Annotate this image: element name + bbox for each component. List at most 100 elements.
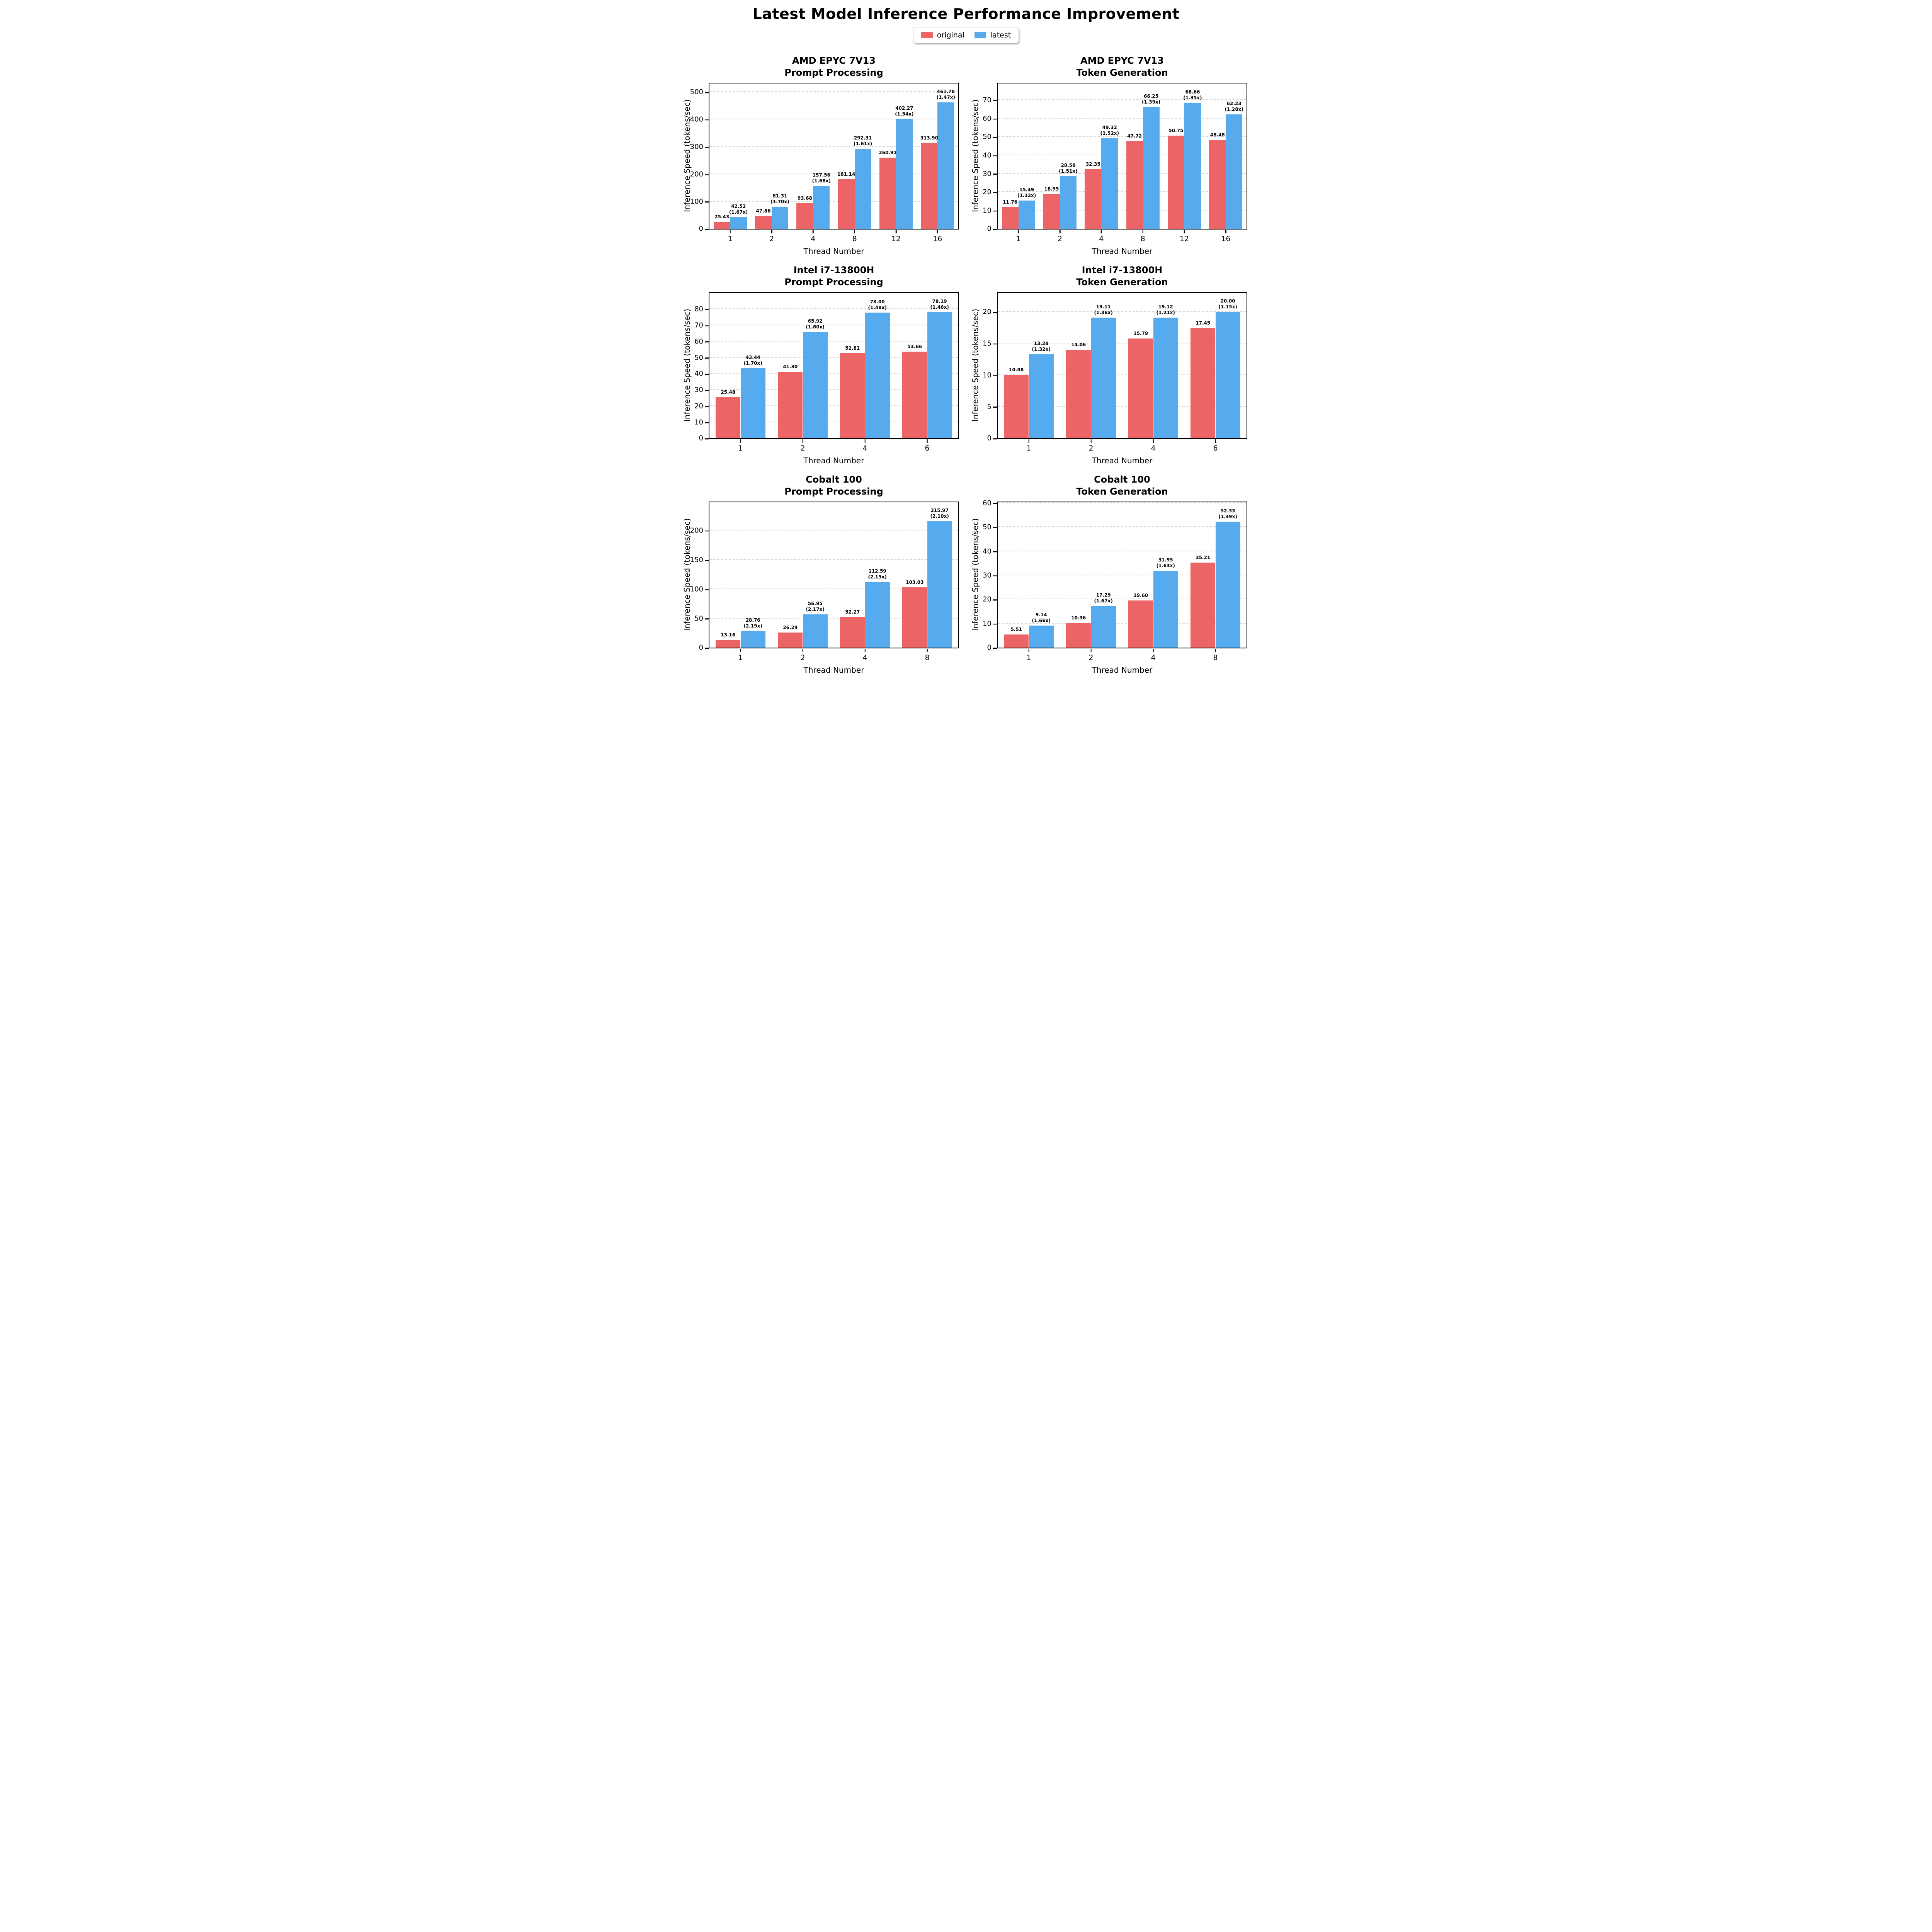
x-tick-label: 2 [1088,444,1094,453]
gridline [709,588,958,589]
bar-speedup-text: (1.49x) [1218,514,1237,519]
bar-speedup-text: (1.60x) [806,324,825,330]
x-tick-label: 4 [1151,653,1156,662]
y-tick-label: 30 [694,386,703,394]
bar-latest [1215,312,1240,439]
bar-value-label-original: 53.66 [907,344,922,350]
x-tick-label: 2 [800,653,805,662]
bar-value-text: 292.31 [854,135,872,141]
bar-value-label-latest: 461.78 (1.47x) [937,89,955,100]
bar-value-label-original: 47.86 [756,208,771,214]
x-tick-label: 1 [738,444,743,453]
bar-value-text: 47.86 [756,208,771,214]
bar-value-text: 62.23 [1226,101,1242,107]
y-tick-mark [705,438,709,439]
bar-value-label-original: 41.30 [783,364,798,370]
x-tick-label: 16 [933,235,942,243]
bar-value-label-original: 313.90 [920,135,938,141]
y-tick-mark [993,375,997,376]
x-tick-label: 4 [862,444,867,453]
y-tick-label: 20 [983,308,992,316]
x-tick-label: 8 [1140,235,1145,243]
bar-value-text: 50.75 [1168,128,1184,133]
y-tick-mark [705,146,709,148]
bar-original [1168,135,1184,229]
bar-value-text: 17.45 [1196,320,1211,326]
y-tick-mark [993,503,997,504]
y-tick-label: 10 [983,619,992,628]
bar-value-label-latest: 157.56 (1.68x) [812,172,831,184]
chart-title-line-2: Prompt Processing [784,486,883,497]
y-tick-mark [993,344,997,345]
x-tick-mark [1018,230,1019,234]
bar-speedup-text: (1.66x) [1032,618,1051,624]
bar-value-label-latest: 28.58 (1.51x) [1059,163,1077,174]
chart-title: Intel i7-13800H Token Generation [997,264,1247,288]
bar-value-text: 81.31 [772,193,787,199]
x-tick-label: 12 [1179,235,1189,243]
x-tick-label: 6 [925,444,930,453]
y-tick-label: 0 [987,224,992,233]
y-tick-label: 100 [690,197,703,206]
bar-original [921,143,938,229]
bar-original [1004,374,1029,439]
subplot-cobalt-100-token-generation: Inference Speed (tokens/sec) Cobalt 100 To… [966,464,1254,675]
bar-latest [854,149,871,229]
bar-latest [1143,107,1160,229]
gridline [709,405,958,406]
bar-latest [1184,102,1201,229]
gridline [709,617,958,619]
bar-latest [896,119,913,229]
bar-value-label-latest: 402.27 (1.54x) [895,105,913,117]
bar-latest [927,521,952,648]
bar-speedup-text: (2.10x) [930,513,949,519]
y-tick-label: 0 [699,224,703,233]
bar-value-label-original: 10.36 [1071,615,1086,621]
y-tick-mark [993,648,997,649]
x-axis-label: Thread Number [1092,247,1153,256]
x-tick-label: 2 [1057,235,1063,243]
bar-speedup-text: (1.39x) [1141,99,1161,105]
bar-value-text: 181.14 [837,172,855,177]
bar-original [1128,600,1153,648]
bar-value-label-original: 18.95 [1044,186,1059,192]
bar-value-text: 103.03 [906,580,924,585]
x-tick-mark [771,230,772,234]
chart-inner: Intel i7-13800H Token Generation 0 5 10 15 20 1… [983,264,1247,465]
bar-original [716,640,741,648]
x-tick-mark [813,230,814,234]
bar-speedup-text: (1.15x) [1218,304,1237,310]
x-tick-mark [864,649,866,653]
y-tick-mark [993,623,997,625]
bar-value-text: 26.29 [783,624,798,630]
bar-value-text: 157.56 [812,172,830,178]
bar-value-label-original: 50.75 [1169,128,1184,134]
bar-latest [740,368,765,439]
bar-value-label-original: 32.35 [1086,162,1100,167]
figure-title: Latest Model Inference Performance Impro… [752,5,1180,22]
y-tick-label: 50 [694,614,703,623]
gridline [709,201,958,202]
bar-value-label-original: 48.48 [1210,132,1225,138]
gridline [998,173,1247,174]
bar-value-text: 93.68 [797,196,812,201]
y-tick-label: 20 [983,188,992,196]
y-tick-label: 20 [694,402,703,410]
y-tick-label: 60 [983,114,992,123]
bar-latest [1226,114,1243,229]
bar-speedup-text: (1.46x) [930,304,949,310]
bar-value-text: 25.48 [721,389,736,395]
y-tick-label: 60 [983,499,992,507]
bar-value-text: 42.52 [731,204,746,209]
gridline [709,173,958,174]
legend-item-latest: latest [974,31,1011,39]
y-axis-label: Inference Speed (tokens/sec) [971,309,980,422]
bar-value-label-latest: 78.00 (1.48x) [868,299,887,311]
x-tick-label: 1 [1026,653,1031,662]
y-tick-label: 100 [690,585,703,594]
x-tick-label: 6 [1213,444,1218,453]
x-tick-label: 8 [1213,653,1218,662]
bar-latest [813,185,830,229]
bar-value-label-latest: 78.19 (1.46x) [930,299,949,310]
y-axis-label: Inference Speed (tokens/sec) [971,99,980,212]
